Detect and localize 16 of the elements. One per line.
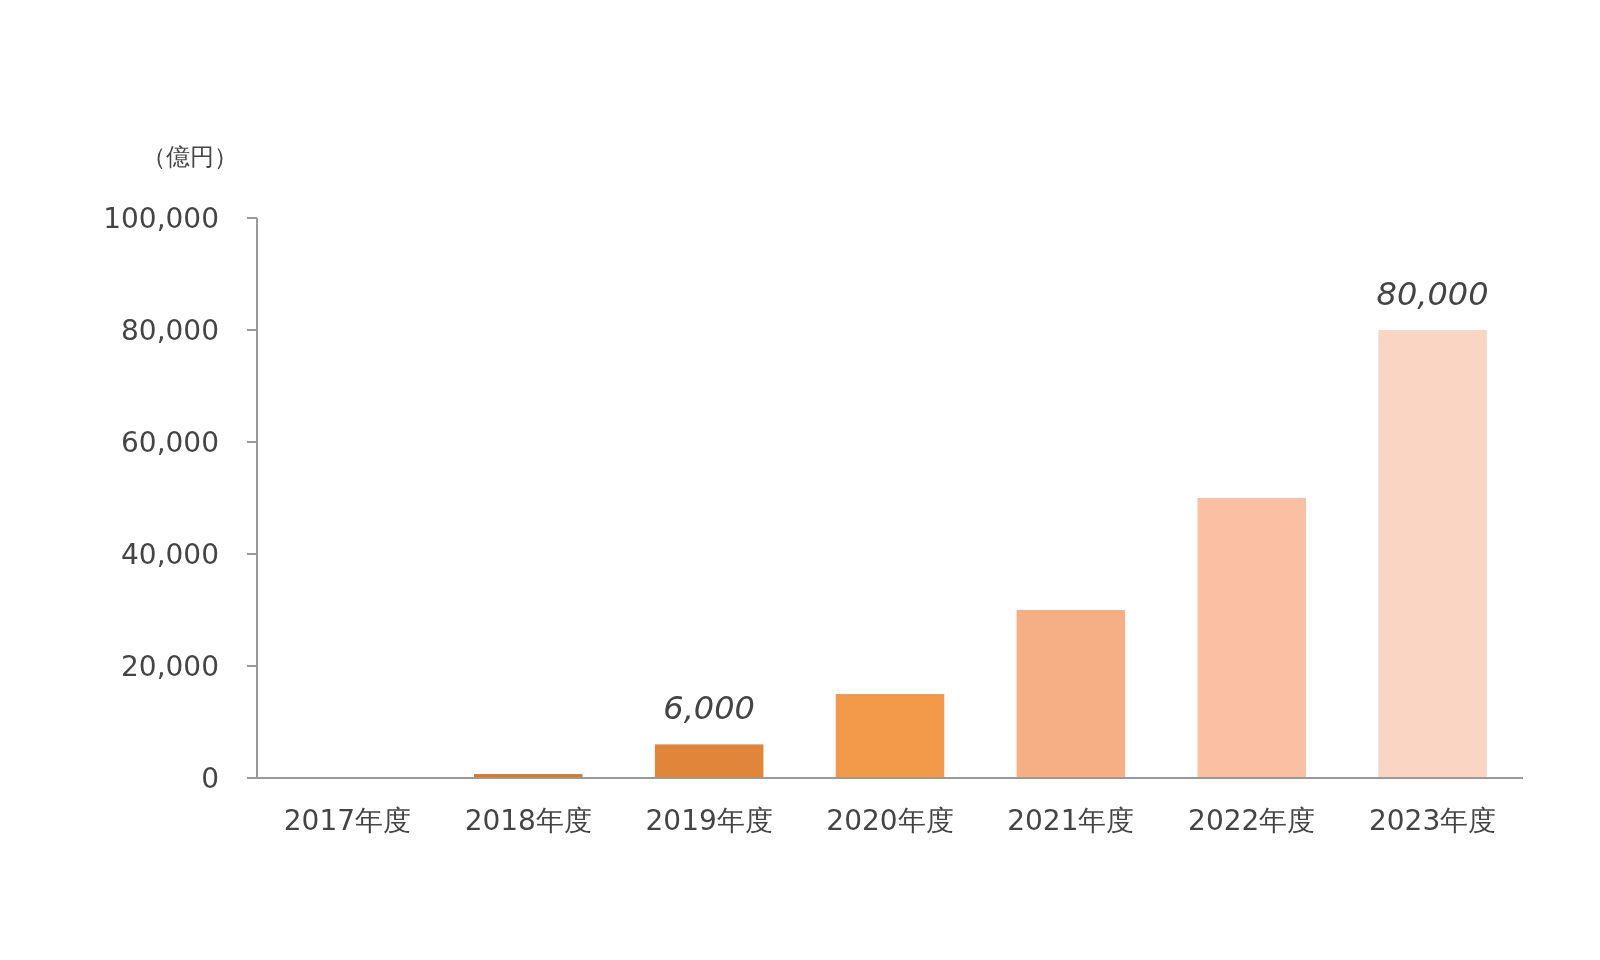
y-tick-label: 60,000 — [121, 426, 219, 459]
y-tick-label: 0 — [201, 762, 219, 795]
x-tick-label: 2018年度 — [464, 804, 592, 837]
y-tick-label: 20,000 — [121, 650, 219, 683]
y-tick-label: 100,000 — [103, 202, 219, 235]
y-axis-title: （億円） — [142, 143, 238, 171]
x-tick-label: 2020年度 — [826, 804, 954, 837]
y-tick-label: 80,000 — [121, 314, 219, 347]
data-label: 6,000 — [663, 689, 755, 728]
x-tick-label: 2021年度 — [1007, 804, 1135, 837]
data-label: 80,000 — [1376, 275, 1489, 313]
y-tick-label: 40,000 — [121, 538, 219, 571]
x-tick-label: 2019年度 — [645, 804, 773, 837]
x-tick-label: 2017年度 — [283, 804, 412, 837]
x-tick-label: 2023年度 — [1368, 804, 1497, 837]
x-tick-label: 2022年度 — [1188, 804, 1316, 837]
